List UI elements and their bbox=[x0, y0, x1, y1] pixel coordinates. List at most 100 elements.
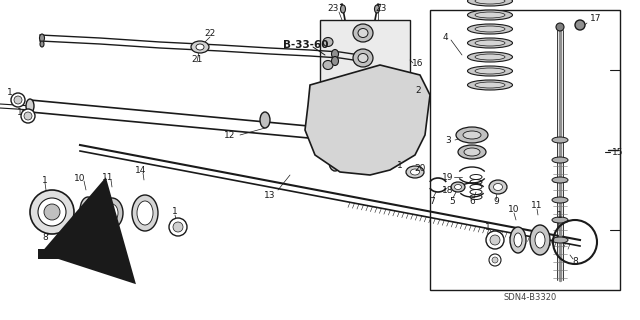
Circle shape bbox=[21, 109, 35, 123]
Ellipse shape bbox=[26, 99, 34, 113]
Circle shape bbox=[489, 254, 501, 266]
Ellipse shape bbox=[475, 82, 505, 88]
Ellipse shape bbox=[463, 131, 481, 139]
Ellipse shape bbox=[354, 148, 366, 162]
Ellipse shape bbox=[467, 0, 513, 6]
Ellipse shape bbox=[358, 53, 368, 62]
Ellipse shape bbox=[323, 84, 333, 92]
Text: B-33-60: B-33-60 bbox=[283, 40, 328, 50]
Ellipse shape bbox=[456, 127, 488, 143]
Text: 7: 7 bbox=[429, 197, 435, 206]
Ellipse shape bbox=[366, 105, 374, 115]
Ellipse shape bbox=[196, 44, 204, 50]
Ellipse shape bbox=[40, 41, 44, 47]
Ellipse shape bbox=[475, 40, 505, 46]
Text: 1: 1 bbox=[485, 222, 491, 231]
Ellipse shape bbox=[467, 80, 513, 90]
Bar bbox=[38, 249, 70, 259]
Text: 11: 11 bbox=[531, 202, 543, 211]
Ellipse shape bbox=[552, 157, 568, 163]
Text: 23: 23 bbox=[375, 4, 387, 12]
Ellipse shape bbox=[514, 233, 522, 247]
Ellipse shape bbox=[353, 24, 373, 42]
Ellipse shape bbox=[552, 137, 568, 143]
Circle shape bbox=[38, 198, 66, 226]
Ellipse shape bbox=[464, 148, 480, 156]
Ellipse shape bbox=[260, 112, 270, 128]
Text: 1: 1 bbox=[172, 207, 178, 217]
Ellipse shape bbox=[80, 197, 96, 223]
Ellipse shape bbox=[137, 201, 153, 225]
Text: 2: 2 bbox=[415, 85, 421, 94]
Ellipse shape bbox=[475, 12, 505, 18]
Ellipse shape bbox=[475, 54, 505, 60]
Circle shape bbox=[490, 235, 500, 245]
Ellipse shape bbox=[340, 5, 346, 13]
Circle shape bbox=[173, 222, 183, 232]
Text: 11: 11 bbox=[102, 172, 114, 181]
Text: 1: 1 bbox=[42, 175, 48, 185]
Ellipse shape bbox=[329, 153, 341, 171]
Text: FR.: FR. bbox=[85, 247, 103, 257]
Ellipse shape bbox=[106, 204, 118, 222]
Ellipse shape bbox=[510, 227, 526, 253]
Ellipse shape bbox=[475, 26, 505, 32]
Text: 1: 1 bbox=[397, 161, 403, 170]
Text: 5: 5 bbox=[449, 197, 455, 206]
Ellipse shape bbox=[323, 37, 333, 46]
Circle shape bbox=[575, 20, 585, 30]
Text: 13: 13 bbox=[264, 190, 276, 199]
Ellipse shape bbox=[489, 180, 507, 194]
Circle shape bbox=[169, 218, 187, 236]
Text: 20: 20 bbox=[414, 164, 426, 172]
Ellipse shape bbox=[467, 66, 513, 76]
Ellipse shape bbox=[467, 52, 513, 62]
Ellipse shape bbox=[353, 49, 373, 67]
Ellipse shape bbox=[132, 195, 158, 231]
Ellipse shape bbox=[410, 169, 419, 175]
Ellipse shape bbox=[493, 183, 502, 190]
Ellipse shape bbox=[355, 92, 385, 127]
Text: 17: 17 bbox=[590, 13, 602, 22]
Ellipse shape bbox=[361, 99, 379, 121]
Text: 14: 14 bbox=[135, 165, 147, 174]
Ellipse shape bbox=[458, 145, 486, 159]
Circle shape bbox=[11, 93, 25, 107]
Circle shape bbox=[492, 257, 498, 263]
Ellipse shape bbox=[101, 198, 123, 228]
Text: 3: 3 bbox=[445, 135, 451, 145]
Text: 21: 21 bbox=[191, 54, 203, 63]
Text: 1: 1 bbox=[17, 108, 23, 116]
Circle shape bbox=[14, 96, 22, 104]
Ellipse shape bbox=[349, 142, 371, 168]
Text: 8: 8 bbox=[42, 234, 48, 243]
Circle shape bbox=[556, 23, 564, 31]
Text: 1: 1 bbox=[557, 211, 563, 220]
Ellipse shape bbox=[475, 0, 505, 4]
Ellipse shape bbox=[358, 78, 368, 87]
Text: 23: 23 bbox=[327, 4, 339, 12]
Text: 1: 1 bbox=[7, 87, 13, 97]
Text: 10: 10 bbox=[74, 173, 86, 182]
Ellipse shape bbox=[332, 57, 339, 66]
Ellipse shape bbox=[332, 50, 339, 59]
Text: SDN4-B3320: SDN4-B3320 bbox=[504, 293, 557, 302]
Ellipse shape bbox=[451, 182, 465, 192]
Ellipse shape bbox=[406, 166, 424, 178]
Bar bbox=[430, 10, 620, 290]
Bar bbox=[570, 218, 580, 226]
Circle shape bbox=[24, 112, 32, 120]
Circle shape bbox=[44, 204, 60, 220]
Text: 18: 18 bbox=[442, 186, 454, 195]
Ellipse shape bbox=[467, 10, 513, 20]
Ellipse shape bbox=[191, 41, 209, 53]
Text: 19: 19 bbox=[442, 172, 454, 181]
Ellipse shape bbox=[552, 237, 568, 243]
Text: 16: 16 bbox=[412, 59, 424, 68]
Circle shape bbox=[30, 190, 74, 234]
Ellipse shape bbox=[475, 68, 505, 74]
Polygon shape bbox=[42, 242, 72, 256]
Text: 6: 6 bbox=[469, 197, 475, 206]
Ellipse shape bbox=[353, 74, 373, 92]
Text: 10: 10 bbox=[508, 205, 520, 214]
